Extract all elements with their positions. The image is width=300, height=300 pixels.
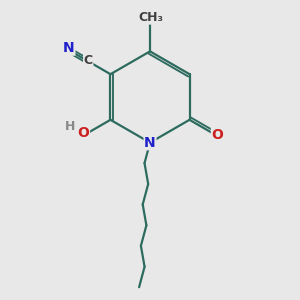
Text: H: H: [64, 120, 75, 133]
Text: C: C: [84, 54, 93, 67]
Text: O: O: [212, 128, 223, 142]
Text: O: O: [78, 126, 89, 140]
Text: N: N: [144, 136, 156, 150]
Text: CH₃: CH₃: [138, 11, 163, 24]
Text: N: N: [63, 41, 75, 55]
